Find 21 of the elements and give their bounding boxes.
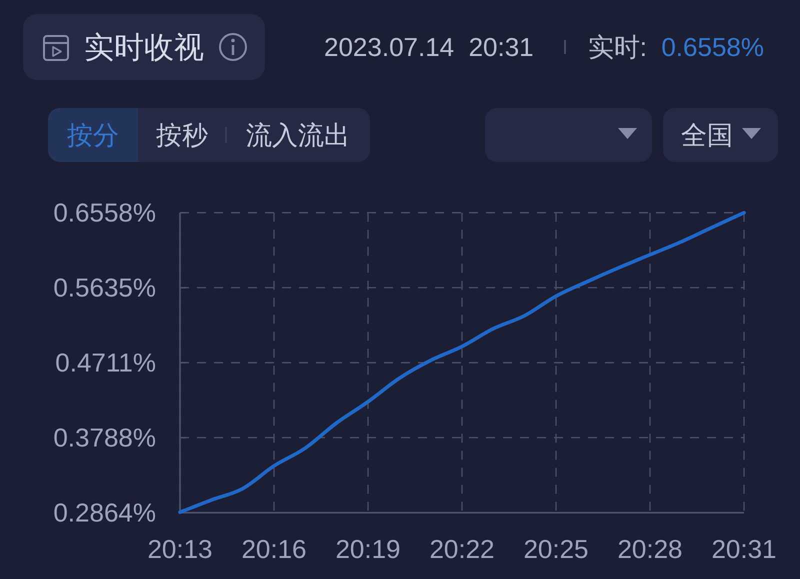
text: 按秒	[156, 120, 208, 150]
text: 实时:	[588, 32, 647, 62]
x-tick-label: 20:19	[335, 534, 401, 564]
line-series	[178, 210, 746, 514]
text: 按分	[67, 120, 119, 150]
x-tick-label: 20:22	[429, 534, 495, 564]
text: 全国	[681, 120, 733, 150]
y-tick-label: 0.4711%	[55, 348, 156, 378]
x-tick-label: 20:31	[711, 534, 777, 564]
y-tick-label: 0.3788%	[53, 422, 156, 453]
y-tick-label: 0.5635%	[53, 272, 156, 303]
y-tick-label: 0.2864%	[53, 498, 156, 528]
chart-title: 实时收视	[84, 32, 204, 64]
text: 2023.07.14 20:31	[324, 32, 534, 62]
x-tick-label: 20:16	[241, 534, 307, 564]
x-tick-label: 20:13	[147, 534, 213, 564]
x-tick-label: 20:25	[523, 534, 589, 564]
x-tick-label: 20:28	[617, 534, 683, 564]
text: 流入流出	[246, 120, 350, 150]
text: 0.6558%	[661, 32, 764, 62]
y-tick-label: 0.6558%	[53, 198, 156, 228]
